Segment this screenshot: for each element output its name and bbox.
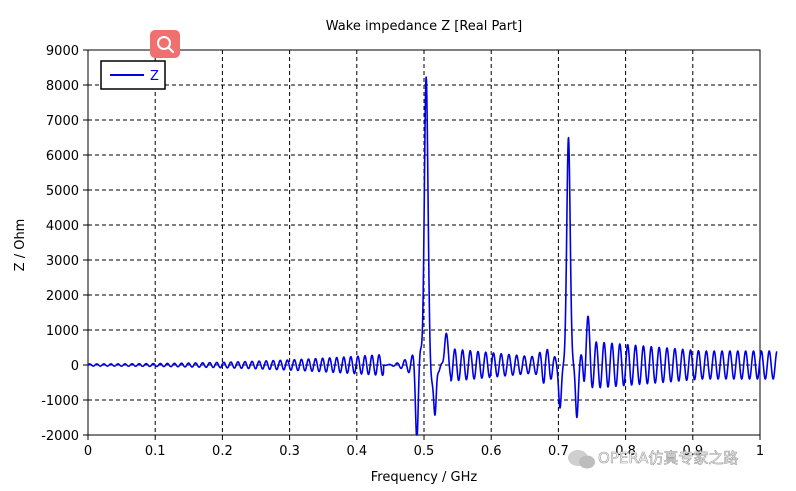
x-tick-label: 0.8 [615, 444, 636, 459]
ticks: 0 0.1 0.2 0.3 0.4 0.5 0.6 0.7 0.8 0.9 1 -2000 -1000 0… [41, 44, 764, 459]
y-tick-label: 2000 [46, 289, 79, 304]
y-tick-label: 9000 [46, 44, 79, 59]
series-group [87, 76, 778, 436]
y-tick-label: 4000 [46, 219, 79, 234]
y-tick-label: 5000 [46, 184, 79, 199]
legend: Z [100, 60, 166, 90]
x-tick-label: 0 [84, 444, 92, 459]
x-tick-label: 0.4 [346, 444, 367, 459]
series-line-z [87, 76, 778, 436]
chart-title: Wake impedance Z [Real Part] [326, 19, 522, 34]
y-tick-label: -2000 [41, 429, 79, 444]
x-tick-label: 0.2 [212, 444, 233, 459]
x-tick-label: 0.6 [481, 444, 502, 459]
y-tick-label: 7000 [46, 114, 79, 129]
x-tick-label: 0.7 [548, 444, 569, 459]
x-tick-label: 0.5 [414, 444, 435, 459]
watermark-text: OPERA仿真专家之路 [598, 449, 738, 467]
search-icon [150, 30, 180, 58]
y-tick-label: 6000 [46, 149, 79, 164]
x-tick-label: 0.1 [145, 444, 166, 459]
y-tick-label: 0 [71, 359, 79, 374]
chat-icon [568, 450, 595, 469]
y-tick-label: 8000 [46, 79, 79, 94]
x-axis-title: Frequency / GHz [371, 470, 478, 485]
legend-label: Z [150, 69, 159, 84]
y-tick-label: 1000 [46, 324, 79, 339]
x-tick-label: 0.9 [682, 444, 703, 459]
watermark: OPERA仿真专家之路 [568, 449, 739, 469]
y-tick-label: -1000 [41, 394, 79, 409]
y-axis-title: Z / Ohm [13, 219, 28, 272]
x-tick-label: 0.3 [279, 444, 300, 459]
x-tick-label: 1 [756, 444, 764, 459]
y-tick-label: 3000 [46, 254, 79, 269]
